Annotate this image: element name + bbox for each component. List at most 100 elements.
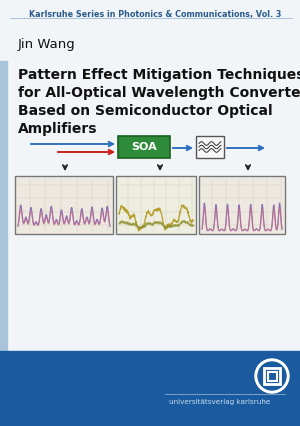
Point <box>188 222 193 228</box>
Point <box>145 220 150 227</box>
Point <box>120 218 124 225</box>
Point <box>169 223 173 230</box>
Point <box>136 224 141 230</box>
Point <box>146 219 150 226</box>
Point <box>158 219 162 225</box>
Point <box>159 219 164 226</box>
Point <box>125 220 130 227</box>
Point <box>129 221 134 227</box>
Point <box>148 220 153 227</box>
Point <box>177 221 182 227</box>
Point <box>140 223 145 230</box>
Point <box>150 220 155 227</box>
Point <box>117 220 122 227</box>
Point <box>170 222 175 229</box>
Point <box>152 219 156 226</box>
Point <box>146 219 151 226</box>
Point <box>165 222 170 229</box>
Point <box>133 221 138 228</box>
Point <box>122 219 127 226</box>
Point <box>144 220 149 227</box>
Point <box>185 219 190 226</box>
Point <box>179 218 184 225</box>
Point <box>183 219 188 225</box>
Point <box>186 220 191 227</box>
Point <box>160 221 164 227</box>
Text: Jin Wang: Jin Wang <box>18 38 76 51</box>
Point <box>156 219 161 225</box>
Point <box>130 220 135 227</box>
Point <box>139 223 144 230</box>
Point <box>140 223 144 230</box>
Bar <box>0 61 7 361</box>
Bar <box>15 176 113 234</box>
Point <box>164 223 168 230</box>
Point <box>189 222 194 229</box>
Circle shape <box>258 362 286 390</box>
Point <box>181 218 185 225</box>
Point <box>148 220 153 227</box>
Point <box>117 219 122 226</box>
Point <box>128 221 133 228</box>
Point <box>142 222 147 228</box>
Text: universitätsverlag karlsruhe: universitätsverlag karlsruhe <box>169 399 271 405</box>
Point <box>176 222 181 228</box>
Point <box>182 218 187 225</box>
Point <box>164 223 169 230</box>
Point <box>152 219 157 226</box>
Bar <box>0 351 300 426</box>
Point <box>184 219 189 225</box>
Point <box>162 223 167 230</box>
Bar <box>116 176 196 234</box>
Point <box>186 219 190 226</box>
Point <box>168 222 172 229</box>
Point <box>190 222 195 228</box>
Text: Amplifiers: Amplifiers <box>18 122 98 136</box>
Point <box>124 219 129 226</box>
Point <box>173 222 178 228</box>
Point <box>135 223 140 230</box>
Point <box>134 222 139 229</box>
Point <box>143 220 148 227</box>
Point <box>155 219 160 226</box>
Point <box>141 223 146 230</box>
Point <box>154 219 158 225</box>
Point <box>178 219 183 226</box>
Point <box>183 218 188 225</box>
Point <box>180 218 184 225</box>
Point <box>136 224 141 230</box>
Bar <box>264 368 280 384</box>
Point <box>187 221 192 227</box>
Point <box>123 219 128 226</box>
Text: for All-Optical Wavelength Converters: for All-Optical Wavelength Converters <box>18 86 300 100</box>
Point <box>132 220 137 227</box>
Point <box>166 222 170 229</box>
Point <box>151 220 156 227</box>
Point <box>131 220 136 227</box>
Point <box>160 222 165 228</box>
Point <box>174 222 178 229</box>
Point <box>119 218 124 225</box>
Point <box>128 221 133 227</box>
Text: SOA: SOA <box>131 142 157 152</box>
Point <box>161 222 166 229</box>
Point <box>166 222 171 229</box>
Point <box>158 219 163 226</box>
Point <box>154 219 159 225</box>
Bar <box>199 176 285 234</box>
Text: Karlsruhe Series in Photonics & Communications, Vol. 3: Karlsruhe Series in Photonics & Communic… <box>29 10 281 19</box>
Point <box>181 218 186 225</box>
Point <box>171 222 176 228</box>
Text: Based on Semiconductor Optical: Based on Semiconductor Optical <box>18 104 273 118</box>
Point <box>189 222 194 229</box>
Point <box>167 223 172 230</box>
Point <box>149 220 154 227</box>
Point <box>172 222 176 228</box>
Point <box>118 219 123 225</box>
Text: Pattern Effect Mitigation Techniques: Pattern Effect Mitigation Techniques <box>18 68 300 82</box>
Point <box>175 222 180 229</box>
Point <box>127 220 132 227</box>
Point <box>134 223 139 230</box>
Bar <box>118 136 170 158</box>
Point <box>126 220 131 227</box>
